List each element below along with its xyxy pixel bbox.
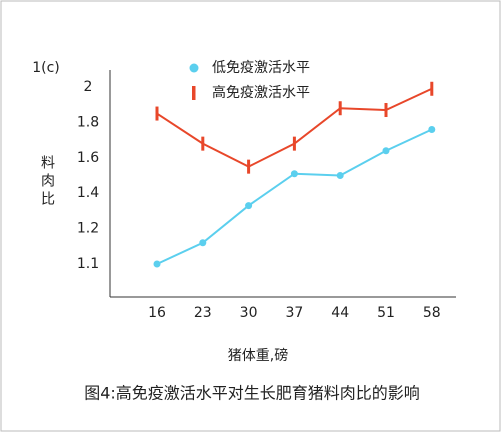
point (384, 103, 388, 118)
y-tick-label: 1.6 (77, 150, 99, 166)
point (247, 159, 251, 174)
point (338, 101, 342, 116)
x-tick-label: 37 (285, 305, 303, 321)
x-tick-label: 58 (423, 305, 441, 321)
point (428, 125, 436, 133)
point (201, 136, 205, 151)
point (382, 147, 390, 155)
y-tick-label: 1.8 (77, 114, 99, 130)
point (153, 260, 161, 268)
legend-marker (189, 63, 199, 73)
y-tick-label: 1.2 (77, 221, 99, 237)
legend-label: 低免疫激活水平 (212, 59, 310, 76)
point (290, 170, 298, 178)
point (155, 106, 159, 121)
y-label: 料肉比 (39, 155, 55, 209)
point (336, 172, 344, 179)
y-tick-label: 1.4 (77, 185, 99, 201)
y-tick-label: 2 (84, 79, 93, 95)
x-label: 猪体重,磅 (228, 347, 288, 364)
caption: 图4:高免疫激活水平对生长肥育猪料肉比的影响 (84, 384, 420, 403)
legend-marker (192, 86, 196, 100)
x-tick-label: 44 (331, 305, 349, 321)
point (430, 81, 434, 96)
x-tick-label: 23 (194, 305, 212, 321)
x-tick-label: 16 (148, 305, 166, 321)
point (245, 202, 253, 210)
x-tick-label: 30 (240, 305, 258, 321)
x-tick-label: 51 (377, 305, 395, 321)
point (292, 136, 296, 151)
y-tick-label: 1.1 (77, 256, 99, 272)
legend-label: 高免疫激活水平 (212, 84, 310, 101)
point (199, 239, 207, 247)
y-label-top: 1(c) (32, 60, 60, 76)
